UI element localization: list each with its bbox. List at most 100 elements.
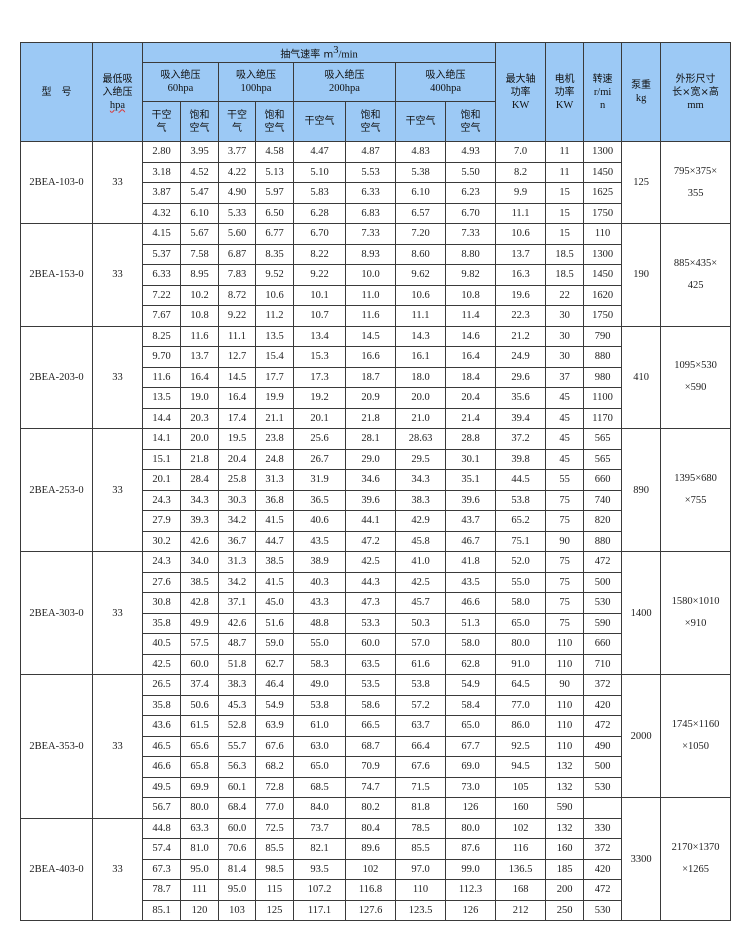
cell-sat-60: 16.4 [180, 366, 219, 388]
cell-max-shaft-power: 65.0 [495, 612, 547, 634]
cell-sat-400: 7.33 [444, 223, 497, 245]
cell-speed: 472 [583, 715, 623, 737]
cell-dry-400: 34.3 [395, 469, 446, 491]
cell-sat-100: 54.9 [255, 694, 294, 716]
header-text: 饱和 [360, 109, 381, 121]
cell-sat-60: 69.9 [180, 776, 219, 798]
cell-sat-200: 44.3 [345, 571, 396, 593]
cell-dry-60: 30.8 [142, 592, 181, 614]
cell-dry-100: 12.7 [218, 346, 256, 368]
cell-sat-100: 98.5 [255, 858, 294, 880]
cell-speed: 790 [583, 325, 623, 347]
cell-max-shaft-power: 168 [495, 879, 547, 901]
cell-dry-60: 44.8 [142, 817, 181, 839]
cell-speed: 1750 [583, 202, 623, 224]
cell-max-shaft-power: 37.2 [495, 428, 547, 450]
header-dry-air: 干空气 [218, 101, 256, 142]
cell-speed: 110 [583, 223, 623, 245]
cell-sat-200: 28.1 [345, 428, 396, 450]
cell-dry-100: 5.33 [218, 202, 256, 224]
cell-max-shaft-power: 35.6 [495, 387, 547, 409]
cell-sat-400: 46.7 [444, 530, 497, 552]
table-row: 2BEA-303-0 33 24.3 34.0 31.3 38.5 38.9 42.5 41.0… [20, 551, 732, 675]
header-text: 干空 [151, 109, 172, 121]
cell-sat-400: 126 [444, 797, 497, 819]
cell-sat-200: 89.6 [345, 838, 396, 860]
cell-max-shaft-power: 102 [495, 817, 547, 839]
cell-sat-400: 5.50 [444, 161, 497, 183]
cell-dry-200: 65.0 [293, 756, 346, 778]
cell-dry-100: 4.22 [218, 161, 256, 183]
cell-dry-400: 57.0 [395, 633, 446, 655]
cell-max-shaft-power: 160 [495, 797, 547, 819]
cell-motor-power: 110 [545, 633, 585, 655]
cell-sat-100: 41.5 [255, 571, 294, 593]
cell-motor-power: 30 [545, 346, 585, 368]
cell-sat-200: 21.8 [345, 407, 396, 429]
cell-max-shaft-power: 65.2 [495, 510, 547, 532]
cell-sat-400: 28.8 [444, 428, 497, 450]
cell-sat-100: 63.9 [255, 715, 294, 737]
cell-sat-100: 36.8 [255, 489, 294, 511]
header-text: 电机 [554, 73, 575, 85]
cell-dry-400: 28.63 [395, 428, 446, 450]
cell-dry-200: 25.6 [293, 428, 346, 450]
header-text: 空气 [264, 122, 285, 134]
cell-max-shaft-power: 52.0 [495, 551, 547, 573]
cell-sat-100: 4.58 [255, 141, 294, 163]
header-motor-power: 电机 功率 KW [545, 42, 585, 142]
dimension-line: 1580×1010 [671, 596, 720, 607]
cell-dry-60: 30.2 [142, 530, 181, 552]
cell-speed: 565 [583, 428, 623, 450]
header-unit: /min [338, 49, 358, 61]
cell-sat-100: 5.13 [255, 161, 294, 183]
cell-dry-100: 37.1 [218, 592, 256, 614]
cell-sat-400: 18.4 [444, 366, 497, 388]
cell-dry-100: 31.3 [218, 551, 256, 573]
header-text: 饱和 [189, 109, 210, 121]
cell-dry-400: 41.0 [395, 551, 446, 573]
cell-max-shaft-power: 22.3 [495, 305, 547, 327]
cell-motor-power: 75 [545, 510, 585, 532]
cell-speed: 820 [583, 510, 623, 532]
cell-dry-400: 78.5 [395, 817, 446, 839]
cell-dry-60: 7.67 [142, 305, 181, 327]
cell-sat-400: 11.4 [444, 305, 497, 327]
cell-dry-200: 10.1 [293, 284, 346, 306]
cell-sat-400: 6.23 [444, 182, 497, 204]
cell-max-shaft-power: 91.0 [495, 653, 547, 675]
cell-dry-200: 8.22 [293, 243, 346, 265]
cell-dry-200: 43.5 [293, 530, 346, 552]
header-pump-weight: 泵重 kg [621, 42, 662, 142]
cell-sat-200: 63.5 [345, 653, 396, 675]
cell-sat-100: 77.0 [255, 797, 294, 819]
cell-motor-power: 185 [545, 858, 585, 880]
cell-dry-60: 46.5 [142, 735, 181, 757]
cell-motor-power: 22 [545, 284, 585, 306]
cell-sat-400: 58.0 [444, 633, 497, 655]
cell-sat-200: 60.0 [345, 633, 396, 655]
cell-sat-200: 47.3 [345, 592, 396, 614]
cell-sat-200: 6.83 [345, 202, 396, 224]
cell-speed: 1450 [583, 264, 623, 286]
table-row: 42.5 60.0 51.8 62.7 58.3 63.5 61.6 62.8 91.0 110 7… [21, 653, 731, 675]
cell-speed: 500 [583, 571, 623, 593]
cell-max-shaft-power: 16.3 [495, 264, 547, 286]
header-text: 饱和 [460, 109, 481, 121]
model-name: 2BEA-303-0 [20, 551, 93, 675]
cell-sat-200: 11.6 [345, 305, 396, 327]
cell-motor-power: 75 [545, 612, 585, 634]
cell-sat-400: 54.9 [444, 674, 497, 696]
cell-dry-60: 57.4 [142, 838, 181, 860]
cell-max-shaft-power: 21.2 [495, 325, 547, 347]
cell-dry-100: 3.77 [218, 141, 256, 163]
dimensions: 1395×680 ×755 [660, 428, 732, 552]
cell-dry-400: 81.8 [395, 797, 446, 819]
cell-dry-60: 78.7 [142, 879, 181, 901]
cell-max-shaft-power: 55.0 [495, 571, 547, 593]
cell-sat-100: 72.8 [255, 776, 294, 798]
dimension-line: 2170×1370 [671, 842, 720, 853]
table-row: 35.8 49.9 42.6 51.6 48.8 53.3 50.3 51.3 65.0 75 59… [21, 612, 731, 634]
header-text: 吸入绝压 [236, 70, 276, 81]
cell-sat-60: 11.6 [180, 325, 219, 347]
